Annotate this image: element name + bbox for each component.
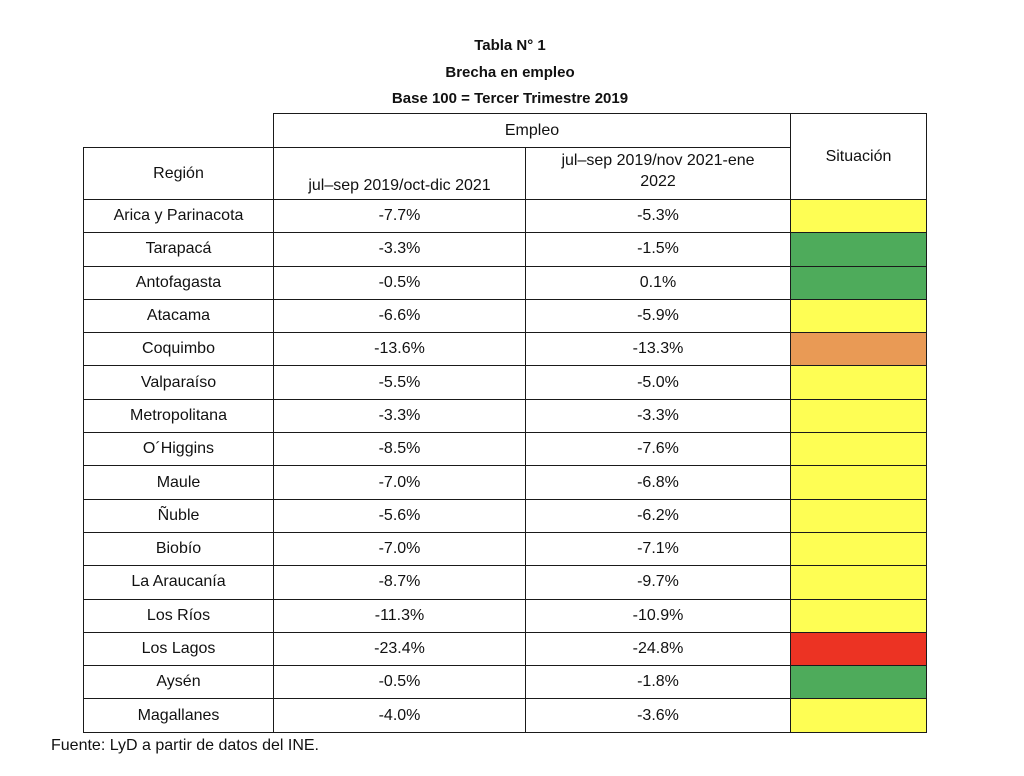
value-period-1-cell: -7.0% xyxy=(273,531,526,567)
situacion-status-cell xyxy=(790,531,927,567)
region-cell: Los Ríos xyxy=(83,598,274,633)
table-row: Arica y Parinacota -7.7% -5.3% xyxy=(83,198,927,234)
table-row: O´Higgins -8.5% -7.6% xyxy=(83,432,927,467)
value-period-1-cell: -3.3% xyxy=(273,398,526,434)
region-cell: Magallanes xyxy=(83,698,274,733)
region-cell: Biobío xyxy=(83,531,274,567)
region-cell: La Araucanía xyxy=(83,565,274,600)
situacion-status-cell xyxy=(790,332,927,367)
situacion-status-cell xyxy=(790,665,927,700)
value-period-1-cell: -0.5% xyxy=(273,265,526,300)
value-period-2-cell: -6.2% xyxy=(525,498,791,533)
column-header-region: Región xyxy=(83,147,274,200)
table-row: Antofagasta -0.5% 0.1% xyxy=(83,265,927,300)
region-cell: Maule xyxy=(83,465,274,500)
region-cell: Los Lagos xyxy=(83,631,274,667)
table-row: Tarapacá -3.3% -1.5% xyxy=(83,232,927,267)
employment-gap-table: Empleo Situación Región jul–sep 2019/oct… xyxy=(83,113,927,733)
value-period-1-cell: -7.7% xyxy=(273,198,526,234)
value-period-1-cell: -6.6% xyxy=(273,298,526,334)
table-row: Magallanes -4.0% -3.6% xyxy=(83,698,927,733)
value-period-1-cell: -11.3% xyxy=(273,598,526,633)
table-title: Brecha en empleo xyxy=(445,64,575,81)
situacion-status-cell xyxy=(790,265,927,300)
value-period-2-cell: -3.6% xyxy=(525,698,791,733)
table-row: Los Lagos -23.4% -24.8% xyxy=(83,631,927,667)
value-period-2-cell: -6.8% xyxy=(525,465,791,500)
value-period-1-cell: -7.0% xyxy=(273,465,526,500)
value-period-2-cell: -24.8% xyxy=(525,631,791,667)
region-cell: Antofagasta xyxy=(83,265,274,300)
value-period-2-cell: -5.9% xyxy=(525,298,791,334)
region-cell: Coquimbo xyxy=(83,332,274,367)
situacion-status-cell xyxy=(790,598,927,633)
region-cell: O´Higgins xyxy=(83,432,274,467)
region-cell: Metropolitana xyxy=(83,398,274,434)
value-period-1-cell: -23.4% xyxy=(273,631,526,667)
value-period-2-cell: -5.0% xyxy=(525,365,791,400)
value-period-2-cell: -5.3% xyxy=(525,198,791,234)
table-row: Biobío -7.0% -7.1% xyxy=(83,531,927,567)
value-period-1-cell: -4.0% xyxy=(273,698,526,733)
source-footnote: Fuente: LyD a partir de datos del INE. xyxy=(51,737,319,754)
value-period-2-cell: -10.9% xyxy=(525,598,791,633)
value-period-1-cell: -0.5% xyxy=(273,665,526,700)
value-period-2-cell: -7.6% xyxy=(525,432,791,467)
situacion-status-cell xyxy=(790,232,927,267)
region-cell: Aysén xyxy=(83,665,274,700)
table-subtitle: Base 100 = Tercer Trimestre 2019 xyxy=(391,90,629,107)
table-row: Ñuble -5.6% -6.2% xyxy=(83,498,927,533)
empty-header-cell xyxy=(83,113,274,148)
situacion-status-cell xyxy=(790,365,927,400)
value-period-1-cell: -8.5% xyxy=(273,432,526,467)
region-cell: Arica y Parinacota xyxy=(83,198,274,234)
value-period-2-cell: -9.7% xyxy=(525,565,791,600)
table-row: Aysén -0.5% -1.8% xyxy=(83,665,927,700)
column-header-situacion: Situación xyxy=(790,113,927,200)
value-period-2-cell: -13.3% xyxy=(525,332,791,367)
situacion-status-cell xyxy=(790,298,927,334)
situacion-status-cell xyxy=(790,565,927,600)
value-period-1-cell: -8.7% xyxy=(273,565,526,600)
region-cell: Tarapacá xyxy=(83,232,274,267)
column-header-period-1: jul–sep 2019/oct-dic 2021 xyxy=(273,147,526,200)
region-cell: Ñuble xyxy=(83,498,274,533)
value-period-1-cell: -13.6% xyxy=(273,332,526,367)
value-period-2-cell: -1.5% xyxy=(525,232,791,267)
value-period-2-cell: -1.8% xyxy=(525,665,791,700)
table-row: Maule -7.0% -6.8% xyxy=(83,465,927,500)
value-period-1-cell: -5.6% xyxy=(273,498,526,533)
table-row: Metropolitana -3.3% -3.3% xyxy=(83,398,927,434)
situacion-status-cell xyxy=(790,432,927,467)
table-number-title: Tabla N° 1 xyxy=(474,37,546,54)
situacion-status-cell xyxy=(790,465,927,500)
table-row: La Araucanía -8.7% -9.7% xyxy=(83,565,927,600)
value-period-1-cell: -5.5% xyxy=(273,365,526,400)
situacion-status-cell xyxy=(790,498,927,533)
situacion-status-cell xyxy=(790,631,927,667)
column-header-period-2-line2: 2022 xyxy=(640,173,676,190)
table-row: Valparaíso -5.5% -5.0% xyxy=(83,365,927,400)
value-period-2-cell: -3.3% xyxy=(525,398,791,434)
table-row: Los Ríos -11.3% -10.9% xyxy=(83,598,927,633)
table-row: Atacama -6.6% -5.9% xyxy=(83,298,927,334)
value-period-1-cell: -3.3% xyxy=(273,232,526,267)
value-period-2-cell: 0.1% xyxy=(525,265,791,300)
column-header-period-2-line1: jul–sep 2019/nov 2021-ene xyxy=(561,152,755,169)
situacion-status-cell xyxy=(790,398,927,434)
region-cell: Atacama xyxy=(83,298,274,334)
region-cell: Valparaíso xyxy=(83,365,274,400)
value-period-2-cell: -7.1% xyxy=(525,531,791,567)
situacion-status-cell xyxy=(790,698,927,733)
situacion-status-cell xyxy=(790,198,927,234)
group-header-empleo: Empleo xyxy=(273,113,791,148)
column-header-period-2: jul–sep 2019/nov 2021-ene 2022 xyxy=(525,147,791,200)
table-row: Coquimbo -13.6% -13.3% xyxy=(83,332,927,367)
